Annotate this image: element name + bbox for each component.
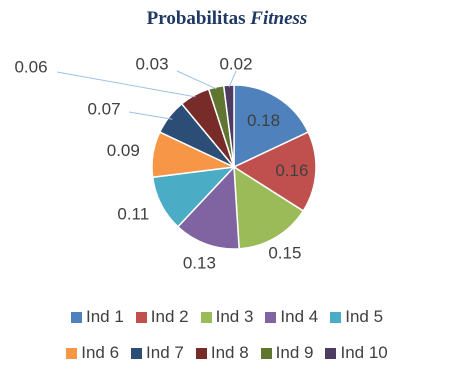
legend-label-1: Ind 1 (85, 307, 124, 326)
legend-item-9: Ind 9 (260, 343, 314, 363)
legend-label-5: Ind 5 (345, 307, 384, 326)
legend-swatch-6 (66, 347, 78, 359)
chart-title-italic: Fitness (250, 8, 308, 29)
legend-label-10: Ind 10 (340, 343, 388, 362)
chart-title-main: Probabilitas (146, 8, 246, 29)
leader-lines (56, 70, 237, 120)
legend-label-6: Ind 6 (81, 343, 120, 362)
legend-label-8: Ind 8 (210, 343, 249, 362)
legend-item-1: Ind 1 (70, 307, 124, 327)
data-label-4: 0.13 (183, 254, 216, 273)
pie-slice-4 (176, 165, 240, 250)
pie-slice-10 (222, 84, 235, 168)
legend-item-2: Ind 2 (135, 307, 189, 327)
legend-item-8: Ind 8 (195, 343, 249, 363)
legend-swatch-5 (330, 311, 342, 323)
legend-label-2: Ind 2 (150, 307, 189, 326)
pie-slice-1 (233, 84, 310, 169)
data-label-6: 0.09 (107, 141, 140, 160)
legend-item-4: Ind 4 (265, 307, 318, 327)
pie-slice-3 (233, 165, 305, 250)
legend-swatch-8 (195, 347, 207, 359)
legend-item-3: Ind 3 (200, 307, 254, 327)
legend-swatch-10 (325, 347, 337, 359)
leader-line-10 (228, 70, 237, 88)
legend-row-2: Ind 6 Ind 7 Ind 8 Ind 9 Ind 10 (0, 343, 454, 363)
legend-swatch-4 (265, 311, 277, 323)
pie-chart: 0.18 0.16 0.15 0.13 0.11 0.09 0.07 0.06 0.03 0.02 (14, 55, 317, 273)
data-label-5: 0.11 (117, 205, 149, 224)
legend-swatch-1 (70, 311, 82, 323)
data-label-3: 0.15 (268, 244, 301, 263)
pie-slice-2 (232, 131, 317, 212)
data-label-10: 0.02 (219, 55, 252, 74)
legend-item-6: Ind 6 (66, 343, 119, 363)
pie-slices (151, 84, 317, 250)
data-labels: 0.18 0.16 0.15 0.13 0.11 0.09 0.07 0.06 0.03 0.02 (14, 55, 308, 273)
legend-label-7: Ind 7 (146, 343, 184, 362)
data-label-7: 0.07 (87, 100, 120, 119)
legend-swatch-9 (260, 347, 272, 359)
data-label-8: 0.06 (14, 58, 47, 77)
chart-title: Probabilitas Fitness (0, 8, 454, 30)
legend-swatch-2 (135, 311, 147, 323)
legend-label-3: Ind 3 (215, 307, 254, 326)
legend-label-4: Ind 4 (280, 307, 319, 326)
leader-line-8 (56, 71, 196, 98)
legend-label-9: Ind 9 (275, 343, 314, 362)
data-label-1: 0.18 (247, 111, 280, 130)
data-label-2: 0.16 (275, 161, 308, 180)
legend-swatch-3 (200, 311, 212, 323)
data-label-9: 0.03 (135, 55, 168, 74)
legend-item-10: Ind 10 (325, 343, 388, 363)
leader-line-7 (128, 111, 173, 120)
legend-item-5: Ind 5 (330, 307, 383, 327)
legend-swatch-7 (131, 347, 143, 359)
legend-row-1: Ind 1 Ind 2 Ind 3 Ind 4 Ind 5 (0, 307, 454, 327)
leader-line-9 (176, 70, 217, 90)
legend-item-7: Ind 7 (131, 343, 184, 363)
